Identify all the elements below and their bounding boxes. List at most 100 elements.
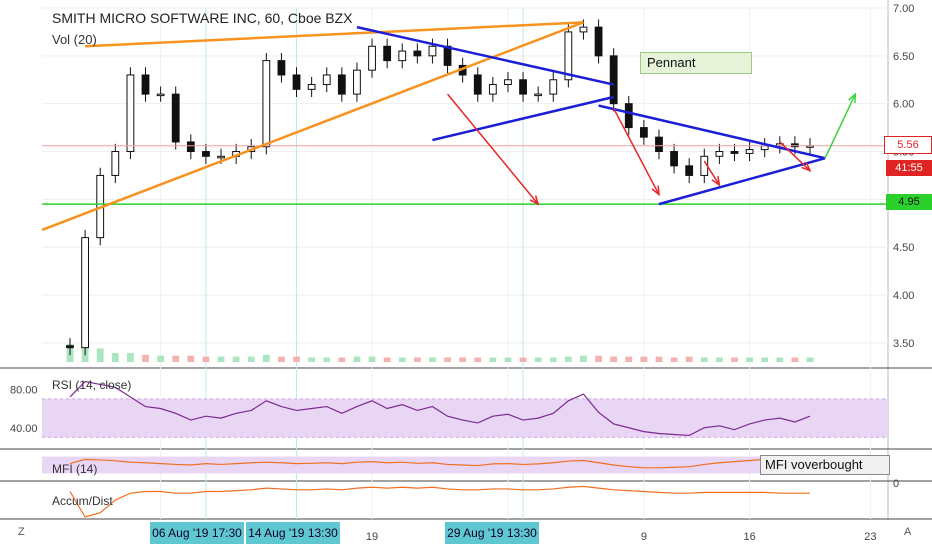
rsi-line xyxy=(69,380,811,437)
candle-body xyxy=(473,74,482,95)
accum-dist-label: Accum/Dist xyxy=(52,494,113,508)
volume-bar xyxy=(353,356,361,362)
rsi-band xyxy=(42,398,888,438)
candle-body xyxy=(655,136,663,153)
volume-bar xyxy=(731,357,738,362)
volume-bar xyxy=(383,357,391,362)
x-highlight-second: 14 Aug '19 13:30 xyxy=(246,522,340,544)
volume-bar xyxy=(580,355,587,362)
volume-bar xyxy=(111,353,119,362)
volume-bar xyxy=(791,357,799,362)
zoom-toggle-button[interactable]: Z xyxy=(18,526,25,538)
volume-bar xyxy=(338,357,346,362)
candle-body xyxy=(670,151,678,167)
volume-bar xyxy=(474,357,482,362)
volume-bar xyxy=(187,355,195,362)
volume-bar xyxy=(625,356,633,362)
price-tick-label: 4.00 xyxy=(893,290,914,302)
volume-bar xyxy=(444,357,451,362)
candle-body xyxy=(156,93,165,97)
support-price-tag: 4.95 xyxy=(886,194,932,210)
volume-bar xyxy=(715,357,723,362)
candle-body xyxy=(353,69,361,95)
accum-dist-line xyxy=(69,485,810,518)
candle-body xyxy=(337,74,346,95)
candle-body xyxy=(624,103,633,129)
candle-body xyxy=(111,151,120,176)
candle-body xyxy=(81,237,89,349)
rsi-tick-label: 40.00 xyxy=(10,423,38,435)
price-tick-label: 6.00 xyxy=(893,99,914,111)
orange-upper-trendline xyxy=(85,21,584,48)
red-arrow-3-head xyxy=(711,175,721,187)
pennant-annotation[interactable]: Pennant xyxy=(640,52,752,74)
candle-body xyxy=(368,45,376,71)
time-tick-label: 16 xyxy=(743,531,755,543)
candle-body xyxy=(307,84,316,90)
volume-bar xyxy=(157,355,165,362)
volume-bar xyxy=(685,356,693,362)
green-breakout-arrow xyxy=(824,93,856,159)
volume-bar xyxy=(413,357,421,362)
candle-body xyxy=(413,50,422,57)
blue-channel-upper xyxy=(356,25,614,86)
mfi-annotation[interactable]: MFI voverbought xyxy=(760,455,890,475)
trend-lines xyxy=(41,21,888,468)
price-tick-label: 3.50 xyxy=(893,338,914,350)
candle-body xyxy=(171,93,180,143)
time-tick-label: 23 xyxy=(864,531,876,543)
volume-bar xyxy=(429,357,436,362)
volume-bar xyxy=(564,356,572,362)
volume-bar xyxy=(746,357,753,362)
volume-bar xyxy=(761,357,769,362)
volume-bar xyxy=(610,356,618,362)
candle-body xyxy=(745,149,754,154)
candle-body xyxy=(383,45,392,62)
candle-body xyxy=(66,345,74,349)
auto-scale-button[interactable]: A xyxy=(904,526,912,538)
candle-body xyxy=(639,127,648,138)
candle-body xyxy=(262,60,271,148)
green-breakout-arrow-head xyxy=(848,92,857,104)
blue-channel-lower xyxy=(432,95,614,142)
red-arrow-3 xyxy=(703,160,721,186)
time-tick-label: 19 xyxy=(366,531,378,543)
indicator-panes xyxy=(42,380,888,518)
rsi-tick-label: 80.00 xyxy=(10,384,38,396)
candle-body xyxy=(186,141,195,153)
volume-bar xyxy=(142,354,149,362)
mfi-label: MFI (14) xyxy=(52,462,98,476)
candle-body xyxy=(292,74,301,90)
volume-bar xyxy=(670,357,678,362)
candle-body xyxy=(322,74,331,86)
candle-body xyxy=(594,26,603,57)
red-arrow-1-head xyxy=(529,195,540,206)
accum-tick-label: 0 xyxy=(893,478,899,490)
volume-bar xyxy=(549,357,557,362)
volume-bar xyxy=(368,356,376,362)
volume-bar xyxy=(776,357,784,362)
volume-label: Vol (20) xyxy=(52,32,97,47)
volume-bar xyxy=(247,356,255,362)
volume-bar xyxy=(806,357,814,362)
volume-bar xyxy=(172,355,180,362)
volume-bar xyxy=(278,356,285,362)
chart-title: SMITH MICRO SOFTWARE INC, 60, Cboe BZX xyxy=(52,10,353,26)
price-tick-label: 7.00 xyxy=(893,3,914,15)
candle-body xyxy=(217,155,225,159)
candle-body xyxy=(519,79,527,95)
mfi-line xyxy=(69,457,811,469)
red-arrow-1 xyxy=(446,93,539,205)
volume-bar xyxy=(519,357,527,362)
volume-bar xyxy=(127,353,134,362)
candle-body xyxy=(277,60,286,76)
candle-body xyxy=(126,74,135,153)
volume-bar xyxy=(504,357,512,362)
candle-body xyxy=(564,31,573,81)
price-axis: 7.006.506.005.505.004.504.003.50Aug19269… xyxy=(10,3,914,543)
price-tick-label: 6.50 xyxy=(893,51,914,63)
volume-bar xyxy=(293,356,300,362)
volume-bar xyxy=(700,357,708,362)
